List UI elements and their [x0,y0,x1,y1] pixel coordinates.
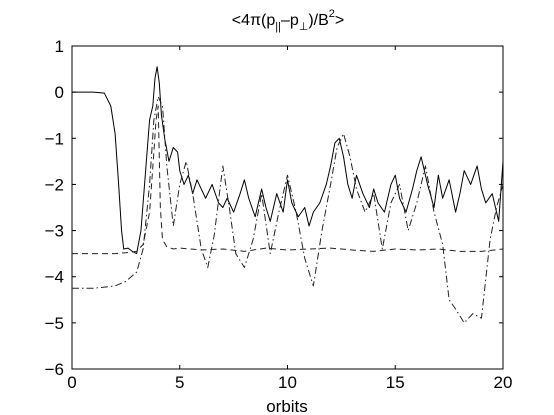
x-tick-label: 15 [386,373,405,392]
y-tick-label: 0 [55,83,64,102]
y-tick-label: −2 [45,175,64,194]
y-tick-label: −5 [45,314,64,333]
chart-title: <4π(p||–p⊥)/B2> [232,8,345,33]
axis-ticks [71,45,504,370]
x-tick-label: 20 [494,373,513,392]
x-tick-label: 0 [67,373,76,392]
series-layer [72,66,504,324]
x-tick-label: 5 [175,373,184,392]
y-tick-label: −1 [45,129,64,148]
series-line-dashed [72,105,504,255]
y-tick-label: −4 [45,268,64,287]
x-axis-label: orbits [266,397,308,415]
y-tick-label: −3 [45,222,64,241]
x-tick-label: 10 [278,373,297,392]
y-tick-label: 1 [55,37,64,56]
series-line-solid [72,66,504,255]
y-tick-label: −6 [45,360,64,379]
